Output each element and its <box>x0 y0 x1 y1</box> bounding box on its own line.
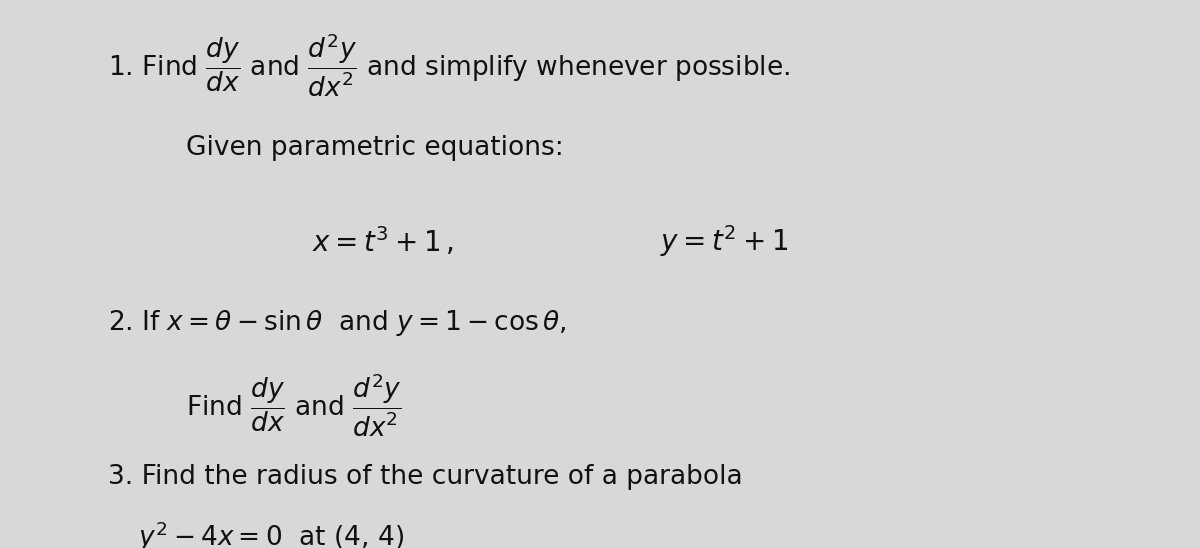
Text: Find $\dfrac{dy}{dx}$ and $\dfrac{d^2y}{dx^2}$: Find $\dfrac{dy}{dx}$ and $\dfrac{d^2y}{… <box>186 372 402 439</box>
Text: 2. If $x = \theta - \sin\theta$  and $y = 1 - \cos\theta,$: 2. If $x = \theta - \sin\theta$ and $y =… <box>108 309 566 338</box>
Text: Given parametric equations:: Given parametric equations: <box>186 135 564 161</box>
Text: 1. Find $\dfrac{dy}{dx}$ and $\dfrac{d^2y}{dx^2}$ and simplify whenever possible: 1. Find $\dfrac{dy}{dx}$ and $\dfrac{d^2… <box>108 32 790 99</box>
Text: $x = t^3 + 1\,,$: $x = t^3 + 1\,,$ <box>312 225 454 258</box>
Text: 3. Find the radius of the curvature of a parabola: 3. Find the radius of the curvature of a… <box>108 464 743 490</box>
Text: $y^2 - 4x = 0$  at (4, 4): $y^2 - 4x = 0$ at (4, 4) <box>138 520 404 548</box>
Text: $y = t^2 + 1$: $y = t^2 + 1$ <box>660 223 788 259</box>
